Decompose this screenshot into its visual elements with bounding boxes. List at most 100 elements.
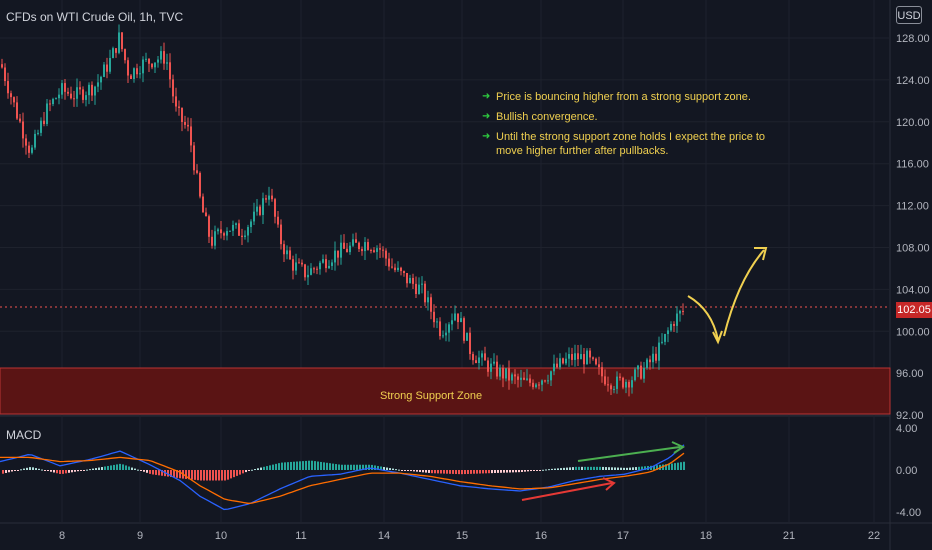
macd-histogram-bar <box>143 470 145 472</box>
macd-histogram-bar <box>206 470 208 481</box>
macd-histogram-bar <box>440 470 442 474</box>
macd-histogram-bar <box>617 467 619 470</box>
candle-body <box>97 82 99 87</box>
macd-histogram-bar <box>158 470 160 476</box>
candle-body <box>577 353 579 360</box>
macd-histogram-bar <box>83 470 85 471</box>
candle-body <box>244 235 246 237</box>
candle-body <box>601 367 603 377</box>
candle-body <box>148 58 150 64</box>
candle-body <box>481 353 483 358</box>
candle-body <box>295 262 297 271</box>
chart-title: CFDs on WTI Crude Oil, 1h, TVC <box>6 10 184 24</box>
candle-body <box>427 297 429 303</box>
candle-body <box>358 242 360 249</box>
candle-body <box>406 273 408 284</box>
candle-body <box>556 363 558 368</box>
time-axis[interactable]: 8 9 10 11 14 15 16 17 18 21 22 <box>59 530 880 542</box>
macd-line <box>0 444 685 511</box>
macd-histogram-bar <box>632 467 634 470</box>
candle-body <box>49 103 51 105</box>
macd-histogram-bar <box>593 466 595 470</box>
candle-body <box>631 380 633 388</box>
candle-body <box>94 86 96 96</box>
macd-histogram-bar <box>35 468 37 470</box>
macd-histogram-bar <box>5 470 7 473</box>
macd-histogram-bar <box>245 470 247 473</box>
candle-body <box>562 358 564 364</box>
macd-histogram-bar <box>95 468 97 470</box>
macd-histogram-bar <box>683 461 685 470</box>
macd-histogram-bar <box>170 470 172 477</box>
green-arrow-icon: ➜ <box>482 91 491 102</box>
candle-body <box>658 342 660 361</box>
macd-histogram-bar <box>671 463 673 470</box>
candle-body <box>193 145 195 171</box>
candle-body <box>253 211 255 222</box>
candle-body <box>142 59 144 74</box>
candle-body <box>241 235 243 237</box>
candle-body <box>268 195 270 200</box>
candle-body <box>70 93 72 99</box>
macd-histogram-bar <box>167 470 169 477</box>
candle-body <box>436 321 438 323</box>
candles <box>1 24 684 397</box>
candle-body <box>511 374 513 381</box>
macd-histogram-bar <box>47 470 49 472</box>
candle-body <box>433 311 435 323</box>
candle-body <box>235 223 237 225</box>
price-tick-label: 108.00 <box>896 243 930 255</box>
candle-body <box>46 103 48 124</box>
analysis-notes: ➜ Price is bouncing higher from a strong… <box>482 90 782 164</box>
candle-body <box>34 133 36 148</box>
candle-body <box>205 212 207 217</box>
pullback-arrow <box>687 295 719 341</box>
candle-body <box>160 51 162 60</box>
candle-body <box>637 365 639 370</box>
macd-histogram-bar <box>665 464 667 470</box>
macd-histogram-bar <box>602 466 604 470</box>
macd-tick-label: 0.00 <box>896 465 917 477</box>
currency-button[interactable]: USD <box>896 6 922 24</box>
candle-body <box>136 68 138 75</box>
macd-histogram-bar <box>326 462 328 470</box>
candle-body <box>379 248 381 250</box>
candle-body <box>82 89 84 100</box>
macd-histogram-bar <box>668 463 670 470</box>
macd-histogram-bar <box>392 468 394 470</box>
time-tick-label: 21 <box>783 530 795 542</box>
candle-body <box>517 376 519 380</box>
candle-body <box>58 94 60 99</box>
candle-body <box>43 120 45 124</box>
pullback-arrow-head <box>712 330 723 345</box>
candle-body <box>385 250 387 259</box>
macd-histogram-bar <box>98 467 100 470</box>
macd-histogram-bar <box>365 464 367 470</box>
macd-histogram-bar <box>56 470 58 474</box>
price-tick-label: 112.00 <box>896 201 929 213</box>
macd-histogram-bar <box>551 468 553 470</box>
candle-body <box>652 353 654 363</box>
candle-body <box>430 297 432 312</box>
candle-body <box>403 271 405 274</box>
time-tick-label: 17 <box>617 530 629 542</box>
candle-body <box>31 147 33 153</box>
candle-body <box>52 98 54 105</box>
macd-histogram-bar <box>605 467 607 470</box>
price-axis[interactable]: 128.00 124.00 120.00 116.00 112.00 108.00 104.… <box>896 33 930 422</box>
macd-histogram-bar <box>524 470 526 472</box>
macd-histogram-bar <box>638 466 640 470</box>
macd-histogram-bar <box>59 470 61 474</box>
macd-histogram-bar <box>287 462 289 470</box>
candle-body <box>505 368 507 379</box>
candle-body <box>472 354 474 361</box>
macd-histogram-bar <box>512 470 514 473</box>
candle-body <box>67 91 69 94</box>
candle-body <box>304 264 306 278</box>
candle-body <box>640 365 642 379</box>
macd-histogram-bar <box>362 464 364 470</box>
macd-histogram-bar <box>305 460 307 470</box>
macd-histogram-bar <box>536 470 538 471</box>
macd-red-arrow <box>521 482 613 501</box>
